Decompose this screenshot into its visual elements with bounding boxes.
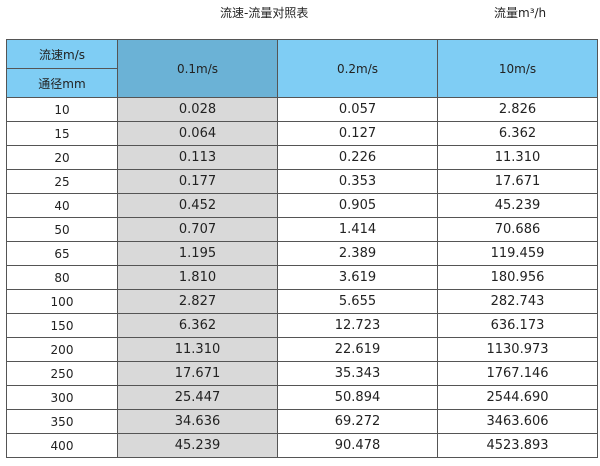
- diameter-cell: 200: [6, 337, 118, 362]
- table-row: 300 25.447 50.894 2544.690: [6, 385, 598, 410]
- flow-cell: 180.956: [437, 265, 598, 290]
- diameter-cell: 10: [6, 97, 118, 122]
- diameter-cell: 50: [6, 217, 118, 242]
- diameter-cell: 300: [6, 385, 118, 410]
- flow-cell: 35.343: [277, 361, 438, 386]
- flow-cell: 0.064: [117, 121, 278, 146]
- flow-cell: 119.459: [437, 241, 598, 266]
- table-row: 10 0.028 0.057 2.826: [6, 97, 598, 122]
- diameter-cell: 65: [6, 241, 118, 266]
- table-row: 100 2.827 5.655 282.743: [6, 289, 598, 314]
- flow-cell: 1.414: [277, 217, 438, 242]
- column-header[interactable]: 0.1m/s: [117, 39, 278, 98]
- flow-cell: 45.239: [117, 433, 278, 458]
- diameter-cell: 20: [6, 145, 118, 170]
- flow-cell: 3463.606: [437, 409, 598, 434]
- column-header: 0.2m/s: [277, 39, 438, 98]
- flow-cell: 2.827: [117, 289, 278, 314]
- flow-cell: 0.057: [277, 97, 438, 122]
- flow-cell: 25.447: [117, 385, 278, 410]
- flow-cell: 282.743: [437, 289, 598, 314]
- diameter-cell: 250: [6, 361, 118, 386]
- flow-cell: 2544.690: [437, 385, 598, 410]
- flow-cell: 0.707: [117, 217, 278, 242]
- diameter-cell: 150: [6, 313, 118, 338]
- flow-cell: 636.173: [437, 313, 598, 338]
- flow-cell: 3.619: [277, 265, 438, 290]
- table-row: 80 1.810 3.619 180.956: [6, 265, 598, 290]
- flow-cell: 11.310: [117, 337, 278, 362]
- flow-cell: 34.636: [117, 409, 278, 434]
- flow-cell: 4523.893: [437, 433, 598, 458]
- flow-cell: 1.810: [117, 265, 278, 290]
- table-row: 50 0.707 1.414 70.686: [6, 217, 598, 242]
- flow-cell: 0.177: [117, 169, 278, 194]
- table-row: 350 34.636 69.272 3463.606: [6, 409, 598, 434]
- diameter-cell: 350: [6, 409, 118, 434]
- flow-cell: 1.195: [117, 241, 278, 266]
- flow-cell: 70.686: [437, 217, 598, 242]
- diameter-cell: 100: [6, 289, 118, 314]
- flow-cell: 1130.973: [437, 337, 598, 362]
- table-row: 40 0.452 0.905 45.239: [6, 193, 598, 218]
- flow-cell: 0.028: [117, 97, 278, 122]
- flow-cell: 69.272: [277, 409, 438, 434]
- flow-cell: 0.127: [277, 121, 438, 146]
- flow-cell: 2.389: [277, 241, 438, 266]
- table-row: 400 45.239 90.478 4523.893: [6, 433, 598, 458]
- table-row: 25 0.177 0.353 17.671: [6, 169, 598, 194]
- velocity-header: 流速m/s: [6, 39, 118, 69]
- flow-cell: 5.655: [277, 289, 438, 314]
- column-header: 10m/s: [437, 39, 598, 98]
- flow-table: 流速m/s 0.1m/s 0.2m/s 10m/s 通径mm 10 0.028 0.…: [6, 39, 598, 458]
- table-title: 流速-流量对照表: [220, 6, 309, 20]
- diameter-cell: 400: [6, 433, 118, 458]
- flow-cell: 0.226: [277, 145, 438, 170]
- flow-cell: 1767.146: [437, 361, 598, 386]
- table-row: 200 11.310 22.619 1130.973: [6, 337, 598, 362]
- flow-cell: 22.619: [277, 337, 438, 362]
- flow-cell: 17.671: [437, 169, 598, 194]
- unit-label: 流量m³/h: [494, 6, 547, 20]
- flow-cell: 45.239: [437, 193, 598, 218]
- flow-cell: 6.362: [437, 121, 598, 146]
- flow-cell: 0.452: [117, 193, 278, 218]
- flow-cell: 11.310: [437, 145, 598, 170]
- diameter-cell: 15: [6, 121, 118, 146]
- flow-cell: 90.478: [277, 433, 438, 458]
- flow-cell: 2.826: [437, 97, 598, 122]
- table-row: 150 6.362 12.723 636.173: [6, 313, 598, 338]
- table-row: 65 1.195 2.389 119.459: [6, 241, 598, 266]
- diameter-cell: 40: [6, 193, 118, 218]
- table-row: 20 0.113 0.226 11.310: [6, 145, 598, 170]
- flow-cell: 0.353: [277, 169, 438, 194]
- flow-cell: 50.894: [277, 385, 438, 410]
- table-row: 15 0.064 0.127 6.362: [6, 121, 598, 146]
- flow-cell: 6.362: [117, 313, 278, 338]
- flow-cell: 0.113: [117, 145, 278, 170]
- diameter-cell: 25: [6, 169, 118, 194]
- table-row: 250 17.671 35.343 1767.146: [6, 361, 598, 386]
- flow-cell: 17.671: [117, 361, 278, 386]
- flow-cell: 0.905: [277, 193, 438, 218]
- diameter-cell: 80: [6, 265, 118, 290]
- diameter-header: 通径mm: [6, 68, 118, 98]
- flow-cell: 12.723: [277, 313, 438, 338]
